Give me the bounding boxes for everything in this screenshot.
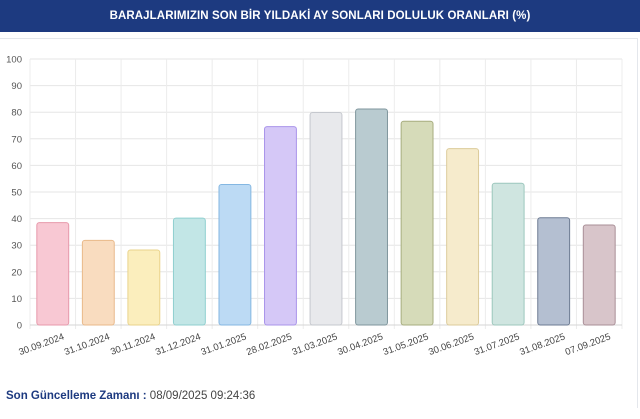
last-update-value: 08/09/2025 09:24:36 — [149, 390, 256, 402]
bar-28.02.2025 — [264, 126, 297, 326]
x-tick-label: 31.10.2024 — [63, 331, 111, 358]
y-tick-label: 70 — [11, 134, 22, 145]
x-tick-label: 07.09.2025 — [564, 331, 612, 358]
bar-31.05.2025 — [400, 120, 434, 326]
x-tick-label: 31.03.2025 — [291, 331, 339, 358]
bar-31.01.2025 — [218, 184, 252, 326]
x-tick-label: 31.05.2025 — [382, 331, 430, 358]
y-tick-label: 80 — [11, 108, 22, 119]
last-update-label: Son Güncelleme Zamanı : — [6, 390, 147, 402]
bar-07.09.2025 — [582, 224, 616, 326]
x-tick-label: 31.07.2025 — [473, 331, 521, 358]
bar-chart: 0 10 20 30 40 50 60 70 80 90 100 30.09.202431.10.20… — [6, 55, 623, 358]
bar-31.12.2024 — [172, 217, 206, 326]
y-tick-label: 10 — [11, 294, 22, 305]
x-tick-label: 30.06.2025 — [427, 331, 475, 358]
y-tick-label: 40 — [11, 214, 22, 225]
bar-31.03.2025 — [309, 111, 343, 326]
x-tick-label: 31.12.2024 — [154, 331, 202, 358]
bar-30.11.2024 — [127, 249, 161, 326]
chart-panel: 0 10 20 30 40 50 60 70 80 90 100 30.09.2024 31.10.20… — [0, 38, 638, 408]
y-tick-label: 0 — [17, 321, 22, 332]
y-tick-label: 90 — [11, 81, 22, 92]
header-bar: BARAJLARIMIZIN SON BİR YILDAKİ AY SONLAR… — [0, 0, 640, 32]
x-tick-label: 31.01.2025 — [200, 331, 248, 358]
y-tick-label: 20 — [11, 267, 22, 278]
x-tick-label: 30.09.2024 — [17, 331, 65, 358]
y-tick-label: 100 — [6, 55, 22, 66]
bar-30.09.2024 — [36, 222, 70, 326]
page-title: BARAJLARIMIZIN SON BİR YILDAKİ AY SONLAR… — [109, 10, 531, 22]
bar-31.08.2025 — [537, 217, 571, 326]
bar-30.06.2025 — [446, 148, 480, 326]
y-tick-label: 50 — [11, 188, 22, 199]
bar-31.07.2025 — [491, 182, 525, 326]
x-tick-label: 30.04.2025 — [336, 331, 384, 358]
y-tick-label: 60 — [11, 161, 22, 172]
last-update: Son Güncelleme Zamanı : 08/09/2025 09:24… — [6, 390, 255, 402]
y-tick-label: 30 — [11, 241, 22, 252]
x-tick-label: 31.08.2025 — [518, 331, 566, 358]
bar-30.04.2025 — [355, 108, 388, 326]
x-tick-label: 28.02.2025 — [245, 331, 293, 358]
bar-31.10.2024 — [81, 239, 115, 326]
x-tick-label: 30.11.2024 — [109, 331, 157, 357]
